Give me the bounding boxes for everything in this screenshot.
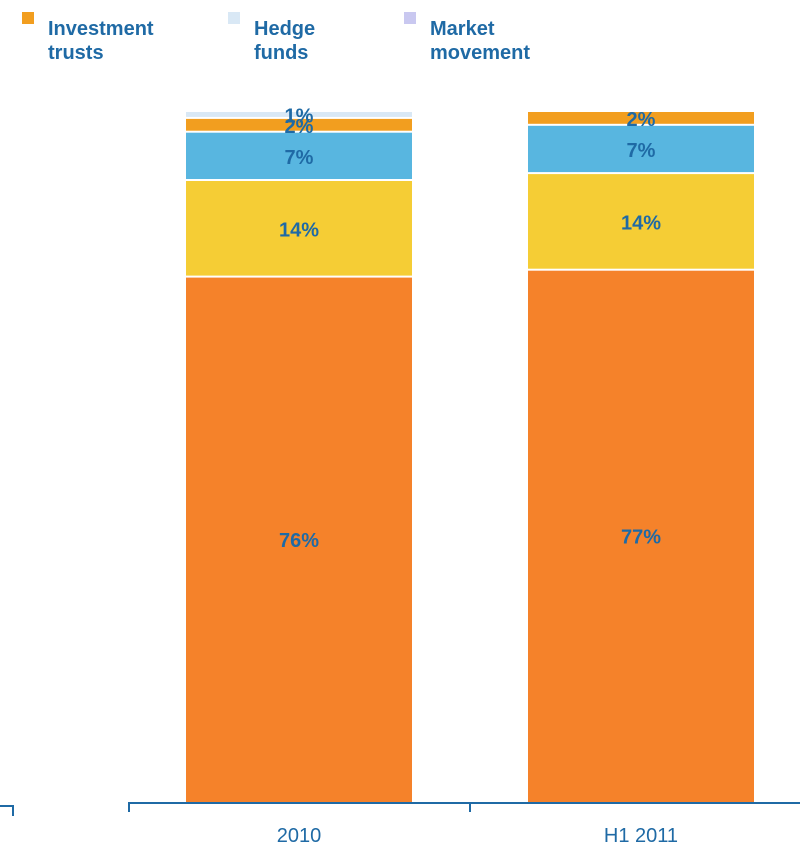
bar-segment-1-0: [528, 270, 754, 802]
data-label-0-4: 1%: [285, 105, 314, 127]
x-tick-label-1: H1 2011: [604, 825, 678, 847]
bar-segment-0-3: [186, 118, 412, 131]
data-label-1-1: 14%: [621, 212, 661, 234]
bar-segment-1-3: [528, 112, 754, 124]
legend-label-market-movement: Market movement: [430, 18, 531, 64]
legend-swatch-market-movement: [404, 12, 416, 24]
bar-segment-0-4: [186, 112, 412, 117]
data-label-1-3: 2%: [627, 109, 656, 131]
bar-segment-1-2: [528, 125, 754, 173]
data-label-0-3: 2%: [285, 116, 314, 138]
legend-label-investment-trusts: Investment trusts: [48, 18, 154, 64]
legend-swatch-hedge-funds: [228, 12, 240, 24]
data-label-0-1: 14%: [279, 219, 319, 241]
bar-segment-0-0: [186, 277, 412, 803]
bar-segment-1-1: [528, 174, 754, 269]
data-label-0-2: 7%: [285, 147, 314, 169]
legend-label-hedge-funds: Hedge funds: [254, 18, 316, 64]
bar-segment-0-2: [186, 132, 412, 179]
legend-swatch-investment-trusts: [22, 12, 34, 24]
bar-segment-0-1: [186, 181, 412, 276]
legend: Investment trusts Hedge funds Market mov…: [0, 12, 800, 72]
data-label-1-0: 77%: [621, 526, 661, 548]
x-tick-label-0: 2010: [277, 825, 322, 847]
data-label-1-2: 7%: [627, 140, 656, 162]
data-label-0-0: 76%: [279, 530, 319, 552]
